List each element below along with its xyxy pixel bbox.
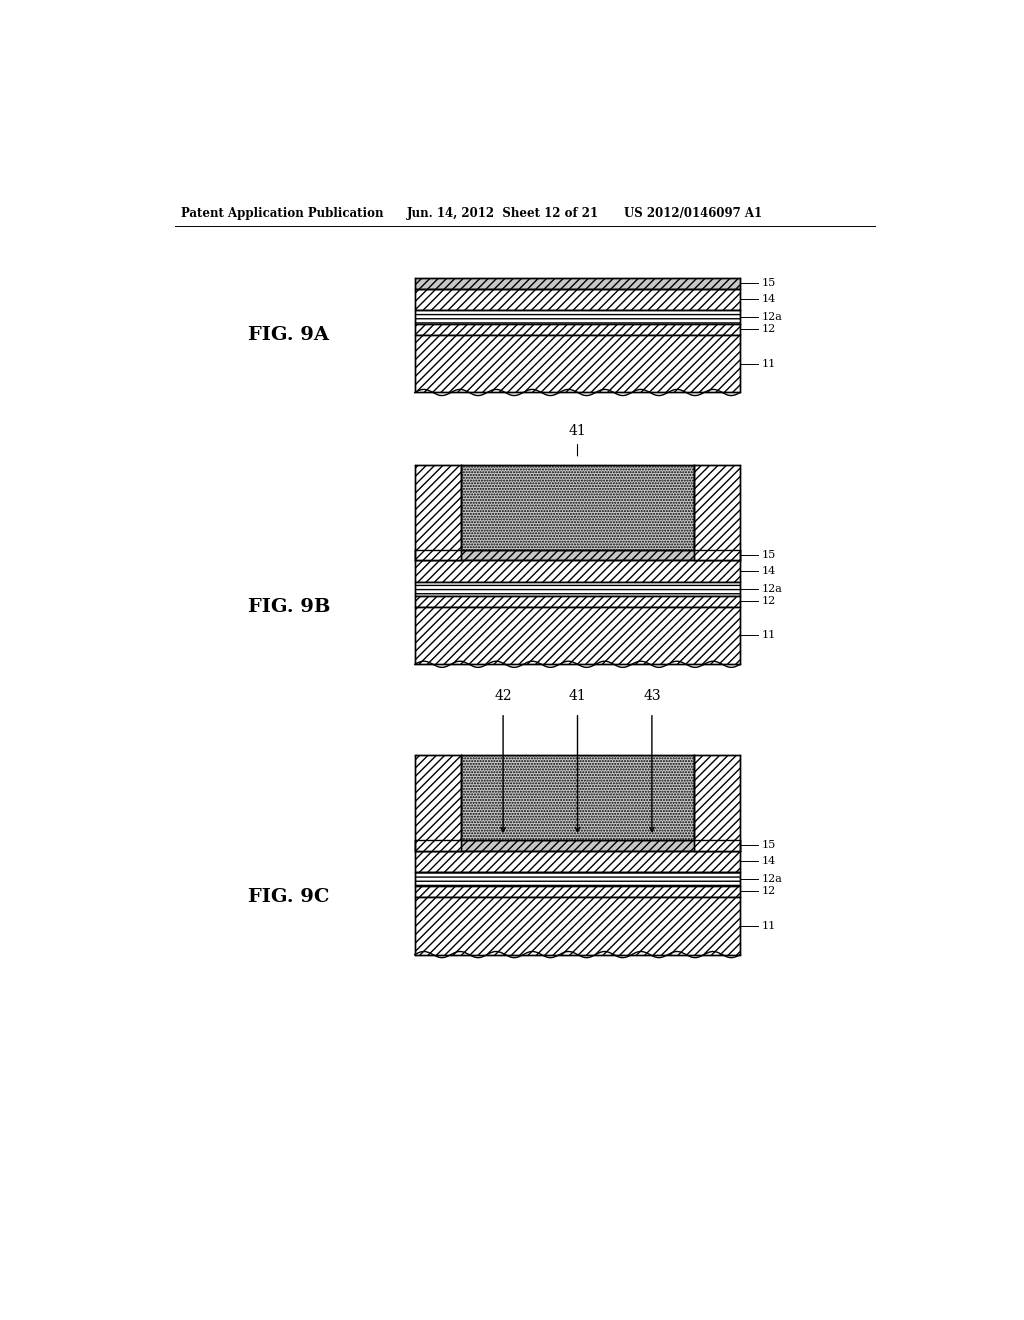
Text: 12: 12 <box>762 325 776 334</box>
Text: 41: 41 <box>568 689 587 702</box>
Bar <box>415 840 740 850</box>
Bar <box>461 755 693 840</box>
Bar <box>415 896 740 954</box>
Bar <box>415 289 740 310</box>
Bar <box>415 840 740 850</box>
Bar <box>415 582 740 595</box>
Bar <box>415 755 461 850</box>
Text: FIG. 9C: FIG. 9C <box>248 888 330 907</box>
Text: 12a: 12a <box>762 583 782 594</box>
Text: FIG. 9A: FIG. 9A <box>248 326 329 345</box>
Bar <box>415 850 740 873</box>
Bar <box>415 277 740 289</box>
Text: 42: 42 <box>495 689 512 702</box>
Text: 15: 15 <box>762 550 776 560</box>
Text: 11: 11 <box>762 921 776 931</box>
Text: 11: 11 <box>762 631 776 640</box>
Bar <box>415 465 461 561</box>
Bar <box>415 607 740 664</box>
Text: 12: 12 <box>762 597 776 606</box>
Bar <box>415 595 740 607</box>
Text: FIG. 9B: FIG. 9B <box>248 598 331 616</box>
Bar <box>415 549 740 561</box>
Text: 14: 14 <box>762 294 776 305</box>
Bar <box>415 873 740 886</box>
Text: 15: 15 <box>762 279 776 288</box>
Text: 12: 12 <box>762 887 776 896</box>
Bar <box>693 755 740 850</box>
Text: Patent Application Publication: Patent Application Publication <box>180 207 383 220</box>
Text: 11: 11 <box>762 359 776 368</box>
Bar <box>415 323 740 335</box>
Bar <box>415 277 740 289</box>
Text: US 2012/0146097 A1: US 2012/0146097 A1 <box>624 207 762 220</box>
Bar <box>415 310 740 323</box>
Text: 43: 43 <box>643 689 660 702</box>
Text: 15: 15 <box>762 841 776 850</box>
Text: Jun. 14, 2012  Sheet 12 of 21: Jun. 14, 2012 Sheet 12 of 21 <box>407 207 599 220</box>
Text: 41: 41 <box>568 424 587 438</box>
Bar <box>415 549 740 561</box>
Bar <box>693 465 740 561</box>
Text: 14: 14 <box>762 857 776 866</box>
Text: 12a: 12a <box>762 874 782 884</box>
Bar <box>461 465 693 549</box>
Text: 14: 14 <box>762 566 776 576</box>
Bar <box>415 561 740 582</box>
Text: 12a: 12a <box>762 312 782 322</box>
Bar <box>415 886 740 896</box>
Bar <box>415 335 740 392</box>
